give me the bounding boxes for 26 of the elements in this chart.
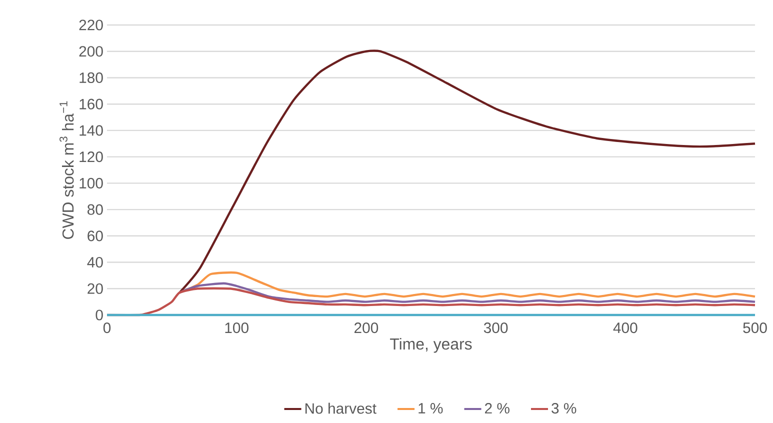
line-series: [178, 282, 756, 303]
x-tick-label: 300: [484, 322, 508, 334]
y-tick-label: 80: [88, 204, 103, 215]
y-axis-title: CWD stock m$^{3}$ ha$^{−1}$: [60, 101, 74, 239]
x-axis-title: Time, years: [390, 338, 472, 353]
y-tick-label: 20: [88, 283, 103, 294]
x-tick-label: 100: [225, 322, 248, 334]
y-tick-label: 60: [88, 230, 103, 242]
y-tick-label: 160: [80, 98, 103, 110]
legend-label: 3 %: [552, 402, 576, 414]
x-tick-label: 0: [103, 322, 111, 334]
y-tick-label: 140: [80, 125, 103, 136]
y-tick-label: 200: [79, 46, 103, 57]
y-tick-label: 0: [96, 310, 103, 320]
y-tick-label: 40: [87, 256, 103, 268]
y-tick-label: 220: [79, 20, 103, 30]
legend-label: No harvest: [305, 402, 376, 414]
line-series: [178, 50, 756, 294]
x-tick-label: 500: [743, 322, 767, 334]
y-tick-label: 120: [80, 152, 103, 162]
x-tick-label: 200: [354, 322, 378, 334]
y-tick-label: 100: [80, 178, 103, 188]
y-tick-label: 180: [80, 72, 103, 84]
x-tick-label: 400: [613, 322, 638, 334]
legend-label: 1 %: [418, 403, 443, 414]
legend-label: 2 %: [485, 402, 510, 414]
